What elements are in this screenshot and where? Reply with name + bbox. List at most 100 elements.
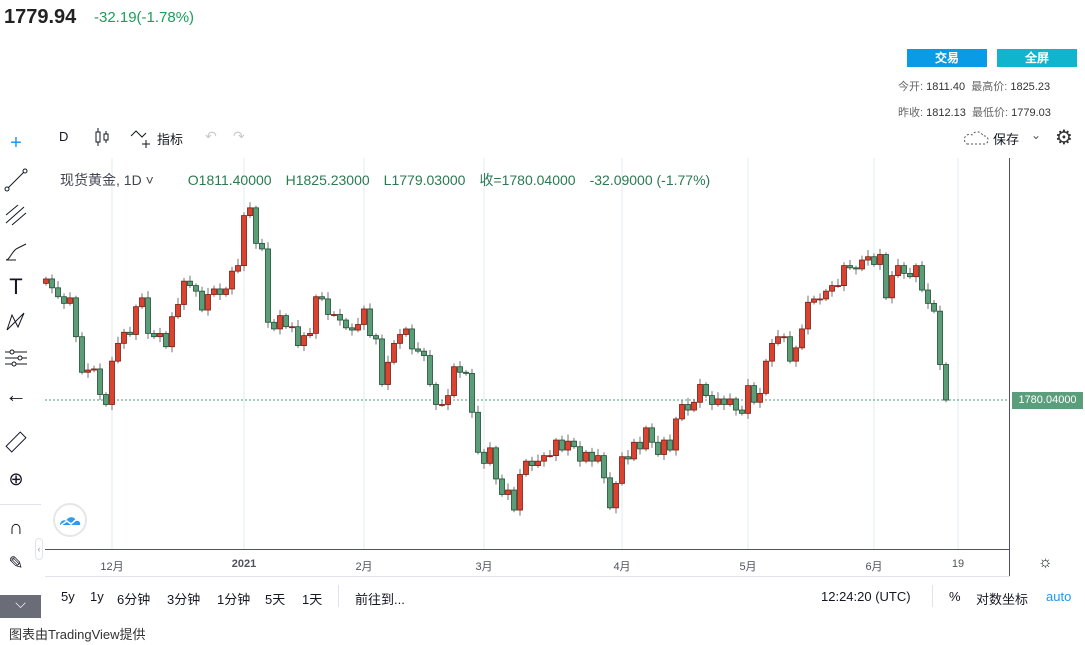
candle (907, 272, 913, 278)
candle (457, 366, 463, 373)
fib-icon[interactable] (4, 203, 28, 227)
candle (823, 290, 829, 300)
range-5d[interactable]: 5天 (265, 592, 286, 607)
candle (361, 308, 367, 325)
candle (145, 297, 151, 334)
pattern-icon[interactable] (4, 310, 28, 334)
divider (932, 585, 933, 607)
candle (133, 306, 139, 335)
candle (685, 404, 691, 411)
collapse-toolbar-handle[interactable]: ‹ (35, 538, 43, 560)
indicators-button[interactable]: 指标 (157, 132, 184, 147)
candle (403, 328, 409, 335)
indicators-icon[interactable] (130, 128, 154, 148)
lock-drawing-icon[interactable]: ✎ (8, 552, 24, 573)
divider (338, 585, 339, 607)
settings-gear-icon[interactable]: ⚙ (1055, 127, 1073, 149)
hide-drawings-icon[interactable]: ⌵ (0, 595, 41, 618)
candle (277, 315, 283, 330)
candle (781, 336, 787, 339)
toolbar-divider (0, 504, 41, 505)
candle (127, 331, 133, 335)
legend-open: O1811.40000 (187, 172, 272, 188)
symbol-label[interactable]: 现货黄金, 1D (60, 172, 142, 188)
candle (913, 265, 919, 278)
current-price-label: 1780.04000 (1012, 392, 1083, 409)
candle (187, 280, 193, 286)
range-5y[interactable]: 5y (61, 589, 75, 604)
brush-icon[interactable] (4, 240, 28, 264)
candle (427, 355, 433, 385)
candle (325, 298, 331, 315)
save-button[interactable]: 保存 (993, 132, 1020, 147)
candle (211, 288, 217, 295)
axis-settings-icon[interactable]: ☼ (1038, 554, 1053, 571)
tradingview-logo-icon[interactable] (53, 503, 87, 537)
candle (541, 455, 547, 462)
back-arrow-icon[interactable]: ← (5, 382, 27, 407)
fullscreen-button[interactable]: 全屏 (997, 49, 1077, 67)
range-1min[interactable]: 1分钟 (217, 592, 251, 607)
cloud-icon[interactable] (963, 130, 989, 146)
candle (493, 447, 499, 480)
candle (301, 335, 307, 347)
interval-button[interactable]: D (59, 129, 69, 144)
candle (451, 366, 457, 397)
legend-high: H1825.23000 (285, 172, 370, 188)
candle (415, 348, 421, 352)
candle (487, 447, 493, 464)
range-1d[interactable]: 1天 (302, 592, 323, 607)
candle (829, 285, 835, 292)
time-axis[interactable]: 12月 2021 2月 3月 4月 5月 6月 19 (45, 549, 1010, 577)
legend-low: L1779.03000 (383, 172, 466, 188)
range-6min[interactable]: 6分钟 (117, 592, 151, 607)
candle (613, 482, 619, 509)
candle (217, 288, 223, 295)
trade-button[interactable]: 交易 (907, 49, 987, 67)
candle (163, 332, 169, 348)
candle (97, 368, 103, 395)
prediction-icon[interactable] (4, 346, 28, 370)
text-tool-icon[interactable]: T (9, 274, 23, 299)
open-stat: 今开: 1811.40 最高价: 1825.23 (898, 81, 1051, 93)
candle (859, 259, 865, 270)
candle (499, 478, 505, 495)
candle (367, 308, 373, 336)
range-1y[interactable]: 1y (90, 589, 104, 604)
candle (49, 278, 55, 289)
magnet-icon[interactable]: ∩ (8, 516, 24, 539)
redo-icon[interactable]: ↷ (233, 128, 245, 144)
candle (529, 460, 535, 466)
percent-toggle[interactable]: % (949, 589, 961, 604)
goto-date-button[interactable]: 前往到... (355, 592, 405, 607)
save-dropdown-icon[interactable]: ⌄ (1031, 128, 1042, 142)
candle (433, 384, 439, 405)
crosshair-icon[interactable]: + (10, 131, 22, 154)
undo-icon[interactable]: ↶ (205, 128, 217, 144)
candle (649, 427, 655, 443)
candle (421, 350, 427, 356)
candle (259, 242, 265, 250)
candle (727, 398, 733, 405)
candle (925, 289, 931, 304)
candle (175, 304, 181, 318)
candle (409, 328, 415, 350)
candle (895, 265, 901, 277)
range-3min[interactable]: 3分钟 (167, 592, 201, 607)
candle (565, 440, 571, 451)
legend-change: -32.09000 (-1.77%) (589, 172, 711, 188)
candle (577, 446, 583, 462)
x-tick-label: 3月 (475, 561, 493, 573)
log-scale-toggle[interactable]: 对数坐标 (976, 592, 1029, 607)
zoom-in-icon[interactable]: ⊕ (8, 468, 24, 489)
ruler-icon[interactable] (4, 430, 28, 454)
candlestick-chart[interactable] (0, 0, 1085, 577)
candle (631, 441, 637, 460)
candle-type-icon[interactable] (94, 128, 110, 146)
candle (73, 297, 79, 338)
trend-line-icon[interactable] (4, 168, 28, 192)
candle (319, 296, 325, 300)
candle (265, 248, 271, 323)
auto-scale-toggle[interactable]: auto (1046, 589, 1072, 604)
candle (331, 314, 337, 316)
